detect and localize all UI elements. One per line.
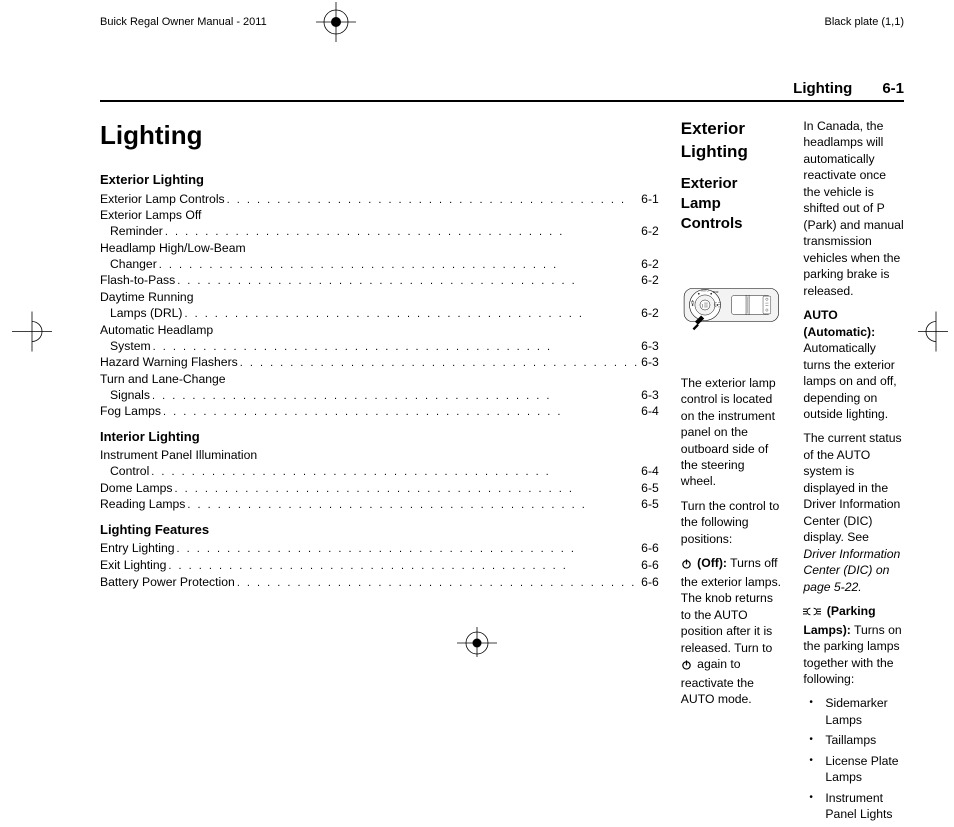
power-off-icon [681,658,692,674]
toc-entry: Exterior Lamps Off [100,207,659,223]
toc-entry: Headlamp High/Low-Beam [100,240,659,256]
toc-entry: Automatic Headlamp [100,322,659,338]
subsection-heading: Exterior Lamp Controls [681,174,782,235]
crop-mark-right [918,312,948,357]
body-text: Turn the control to the following positi… [681,498,782,547]
list-item: Sidemarker Lamps [803,695,904,728]
manual-title: Buick Regal Owner Manual - 2011 [100,16,267,28]
toc-entry: System6-3 [100,338,659,355]
header-rule [100,100,904,102]
toc-entry: Control6-4 [100,463,659,480]
body-text: The exterior lamp control is located on … [681,375,782,490]
off-label: (Off): [694,556,727,570]
toc-entry: Changer6-2 [100,256,659,273]
auto-label: AUTO (Automatic): [803,308,875,338]
section-heading: Exterior Lighting [681,118,782,164]
body-text: The current status of the AUTO system is… [803,431,901,544]
lamp-control-figure: AUTO ≡D≡ [681,245,782,365]
section-name: Lighting [793,80,852,97]
toc-entry: Dome Lamps6-5 [100,480,659,497]
body-column-1: Exterior Lighting Exterior Lamp Controls [681,118,782,827]
plate-label: Black plate (1,1) [825,16,904,28]
toc-entry: Flash-to-Pass6-2 [100,272,659,289]
toc-entry: Exterior Lamp Controls6-1 [100,191,659,208]
toc-entry: Signals6-3 [100,387,659,404]
body-text: AUTO (Automatic): Automatically turns th… [803,307,904,422]
parking-lamps-icon [803,605,821,621]
body-text: (Off): Turns off the exterior lamps. The… [681,555,782,707]
body-column-2: In Canada, the headlamps will automatica… [803,118,904,827]
toc-section-heading: Lighting Features [100,521,659,539]
toc-entry: Lamps (DRL)6-2 [100,305,659,322]
toc-entry: Turn and Lane-Change [100,371,659,387]
toc-column: Lighting Exterior Lighting Exterior Lamp … [100,118,659,827]
body-text: In Canada, the headlamps will automatica… [803,118,904,299]
toc-entry: Entry Lighting6-6 [100,540,659,557]
toc-section-heading: Interior Lighting [100,428,659,446]
page-header: Lighting 6-1 [793,80,904,97]
body-text: (Parking Lamps): Turns on the parking la… [803,603,904,687]
toc-entry: Exit Lighting6-6 [100,557,659,574]
toc-entry: Reminder6-2 [100,223,659,240]
svg-text:≡D≡: ≡D≡ [713,290,719,294]
body-text: The current status of the AUTO system is… [803,430,904,595]
toc-entry: Hazard Warning Flashers6-3 [100,354,659,371]
power-off-icon [681,557,692,573]
cross-reference: Driver Information Center (DIC) on page … [803,547,900,594]
list-item: License Plate Lamps [803,753,904,786]
chapter-title: Lighting [100,118,659,153]
body-text: Turns off the exterior lamps. The knob r… [681,556,781,654]
toc-section-heading: Exterior Lighting [100,171,659,189]
body-text: Automatically turns the exterior lamps o… [803,341,896,421]
toc-entry: Reading Lamps6-5 [100,496,659,513]
bullet-list: Sidemarker Lamps Taillamps License Plate L… [803,695,904,822]
toc-entry: Daytime Running [100,289,659,305]
crop-mark-left [12,312,52,357]
page-number: 6-1 [882,80,904,97]
list-item: Taillamps [803,732,904,748]
toc-entry: Fog Lamps6-4 [100,403,659,420]
toc-entry: Instrument Panel Illumination [100,447,659,463]
list-item: Instrument Panel Lights [803,790,904,823]
toc-entry: Battery Power Protection6-6 [100,574,659,591]
